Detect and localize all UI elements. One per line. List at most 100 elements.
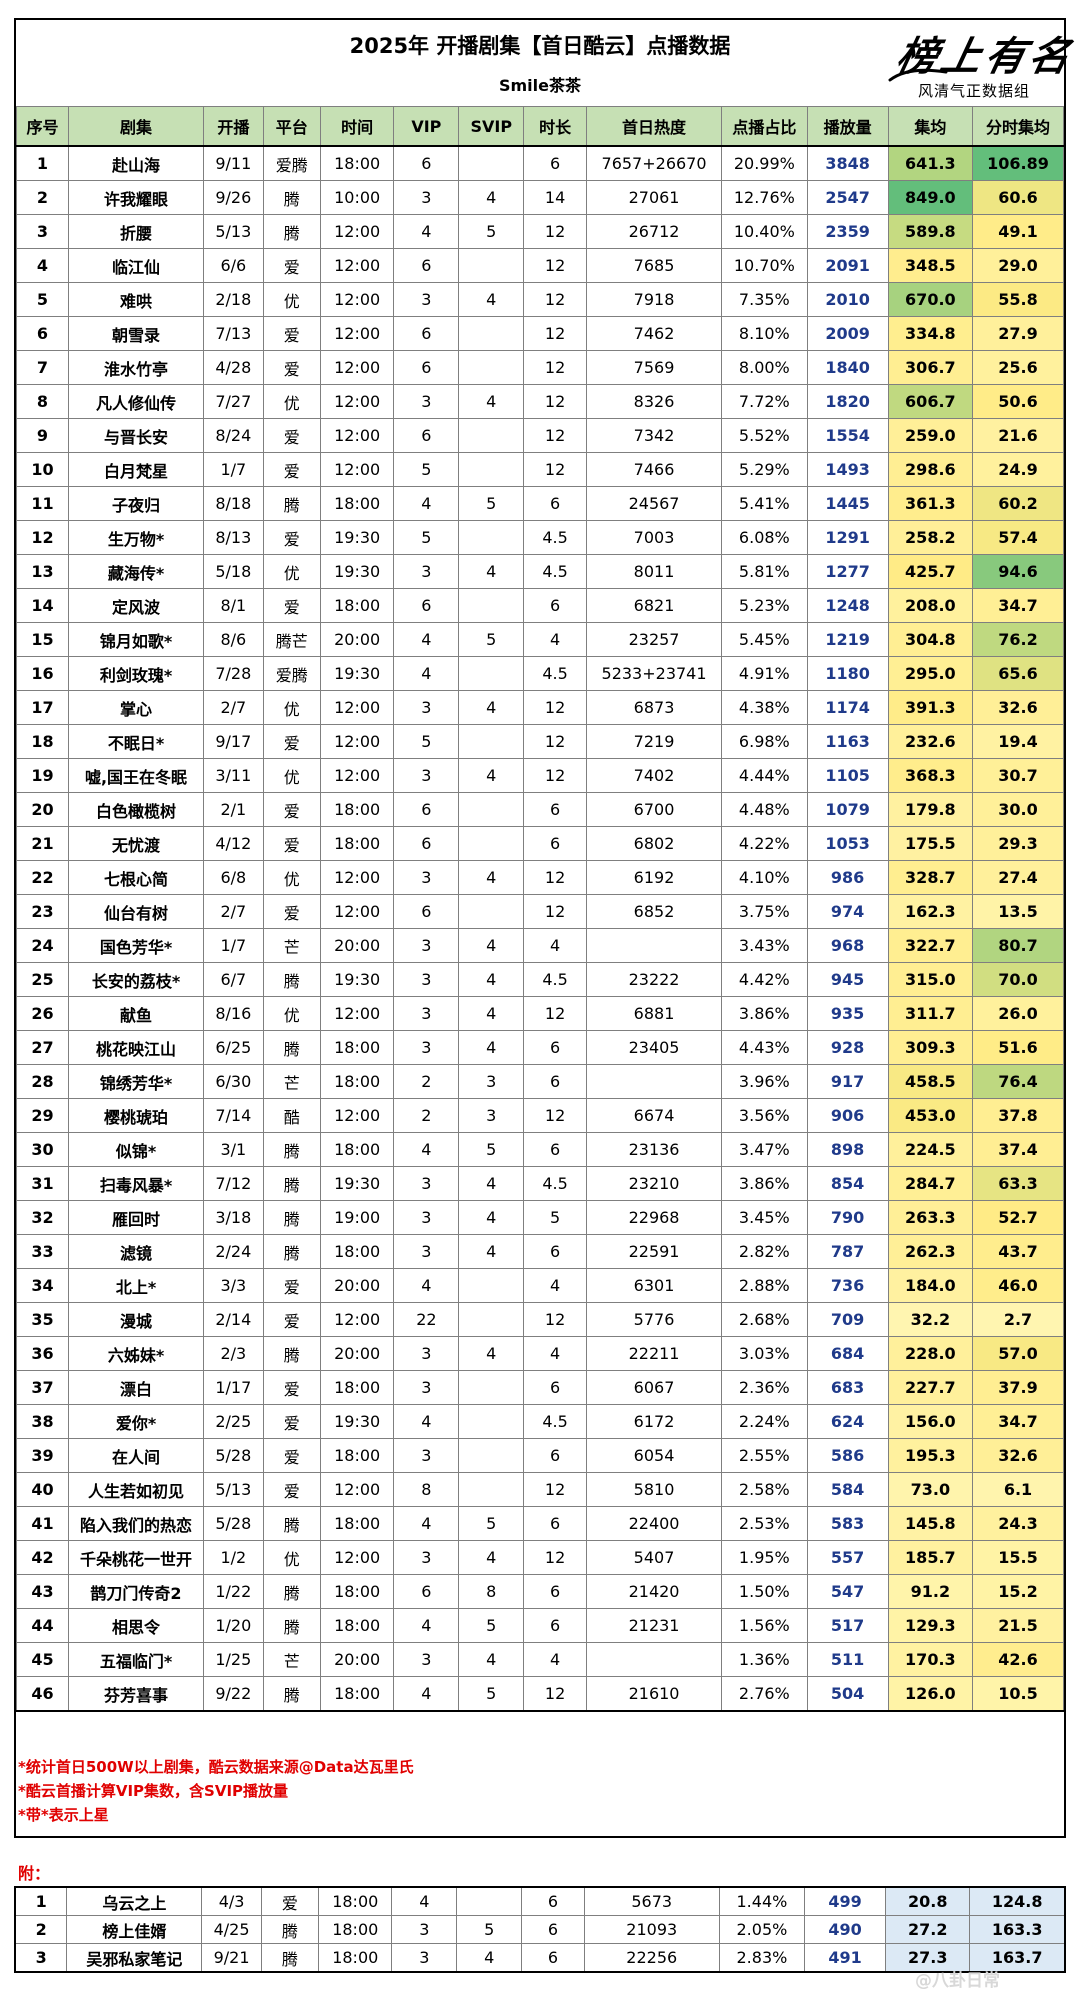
cell-idx: 43 — [16, 1574, 69, 1609]
cell-seg: 51.6 — [972, 1030, 1064, 1065]
cell-platform: 腾 — [262, 962, 321, 997]
table-row: 6 朝雪录 7/13 爱 12:00 6 12 7462 8.10% 2009 334.8 27.9 — [16, 316, 1064, 351]
cell-avg: 295.0 — [887, 656, 974, 691]
table-row: 46 芬芳喜事 9/22 腾 18:00 4 5 12 21610 2.76% 504 126.0 10… — [16, 1676, 1064, 1712]
cell-name: 千朵桃花一世开 — [67, 1540, 205, 1575]
cell-time: 18:00 — [319, 588, 395, 623]
cell-svip — [458, 1268, 525, 1303]
cell-name: 临江仙 — [67, 248, 205, 283]
cell-vip: 3 — [393, 1030, 460, 1065]
cell-vip: 4 — [393, 656, 460, 691]
cell-seg: 76.2 — [972, 622, 1064, 657]
cell-svip — [458, 792, 525, 827]
column-header-avg: 集均 — [887, 106, 974, 147]
cell-name: 许我耀眼 — [67, 180, 205, 215]
cell-time: 20:00 — [319, 1642, 395, 1677]
cell-plays: 945 — [806, 962, 889, 997]
cell-platform: 爱 — [262, 350, 321, 385]
cell-idx: 32 — [16, 1200, 69, 1235]
cell-plays: 854 — [806, 1166, 889, 1201]
cell-seg: 27.9 — [972, 316, 1064, 351]
cell-time: 18:00 — [318, 1915, 393, 1944]
cell-share: 4.44% — [721, 758, 808, 793]
cell-avg: 91.2 — [887, 1574, 974, 1609]
cell-time: 12:00 — [319, 350, 395, 385]
cell-heat: 22211 — [585, 1336, 723, 1371]
cell-platform: 优 — [262, 1540, 321, 1575]
cell-platform: 优 — [262, 860, 321, 895]
cell-duration: 6 — [523, 792, 587, 827]
cell-idx: 45 — [16, 1642, 69, 1677]
cell-heat: 27061 — [585, 180, 723, 215]
cell-vip: 3 — [393, 1370, 460, 1405]
cell-plays: 547 — [806, 1574, 889, 1609]
cell-vip: 4 — [393, 622, 460, 657]
cell-idx: 5 — [16, 282, 69, 317]
cell-share: 2.53% — [721, 1506, 808, 1541]
cell-heat: 6674 — [585, 1098, 723, 1133]
table-row: 43 鹊刀门传奇2 1/22 腾 18:00 6 8 6 21420 1.50% 547 91.2 15… — [16, 1574, 1064, 1609]
cell-svip — [458, 145, 525, 181]
cell-start: 2/24 — [203, 1234, 264, 1269]
cell-avg: 348.5 — [887, 248, 974, 283]
cell-avg: 162.3 — [887, 894, 974, 929]
cell-platform: 腾 — [260, 1943, 320, 1973]
table-row: 3 吴邪私家笔记 9/21 腾 18:00 3 4 6 22256 2.83% 491 27.3 163… — [14, 1943, 1066, 1973]
cell-time: 12:00 — [319, 724, 395, 759]
cell-platform: 腾 — [262, 214, 321, 249]
cell-vip: 3 — [393, 928, 460, 963]
cell-name: 嘘,国王在冬眠 — [67, 758, 205, 793]
cell-idx: 8 — [16, 384, 69, 419]
cell-start: 3/11 — [203, 758, 264, 793]
cell-duration: 4.5 — [523, 1166, 587, 1201]
cell-start: 7/12 — [203, 1166, 264, 1201]
cell-name: 雁回时 — [67, 1200, 205, 1235]
table-row: 5 难哄 2/18 优 12:00 3 4 12 7918 7.35% 2010 670.0 55.8 — [16, 282, 1064, 317]
cell-name: 榜上佳婿 — [66, 1915, 203, 1944]
cell-start: 2/3 — [203, 1336, 264, 1371]
cell-time: 20:00 — [319, 1268, 395, 1303]
cell-time: 12:00 — [319, 214, 395, 249]
cell-avg: 458.5 — [887, 1064, 974, 1099]
cell-avg: 259.0 — [887, 418, 974, 453]
cell-svip: 4 — [458, 1030, 525, 1065]
cell-time: 18:00 — [318, 1943, 393, 1973]
cell-svip — [458, 826, 525, 861]
cell-idx: 10 — [16, 452, 69, 487]
cell-start: 3/18 — [203, 1200, 264, 1235]
cell-time: 18:00 — [319, 486, 395, 521]
cell-seg: 10.5 — [972, 1676, 1064, 1712]
cell-plays: 906 — [806, 1098, 889, 1133]
cell-idx: 14 — [16, 588, 69, 623]
cell-start: 9/21 — [201, 1943, 262, 1973]
column-header-idx: 序号 — [16, 106, 69, 147]
cell-svip: 5 — [458, 214, 525, 249]
cell-vip: 5 — [393, 452, 460, 487]
table-row: 27 桃花映江山 6/25 腾 18:00 3 4 6 23405 4.43% 928 309.3 51… — [16, 1030, 1064, 1065]
cell-time: 18:00 — [319, 1030, 395, 1065]
brush-swoosh-icon — [888, 68, 948, 82]
table-row: 1 乌云之上 4/3 爱 18:00 4 6 5673 1.44% 499 20.8 124.8 — [14, 1886, 1066, 1916]
cell-idx: 27 — [16, 1030, 69, 1065]
cell-vip: 6 — [393, 894, 460, 929]
cell-platform: 爱 — [262, 1438, 321, 1473]
cell-start: 1/17 — [203, 1370, 264, 1405]
cell-heat: 22968 — [585, 1200, 723, 1235]
cell-duration: 4 — [523, 622, 587, 657]
cell-seg: 29.3 — [972, 826, 1064, 861]
cell-time: 19:30 — [319, 962, 395, 997]
cell-duration: 12 — [523, 1540, 587, 1575]
cell-start: 1/22 — [203, 1574, 264, 1609]
cell-seg: 60.6 — [972, 180, 1064, 215]
column-header-duration: 时长 — [523, 106, 587, 147]
cell-duration: 4 — [523, 1336, 587, 1371]
cell-seg: 29.0 — [972, 248, 1064, 283]
cell-heat: 6301 — [585, 1268, 723, 1303]
appendix-body: 1 乌云之上 4/3 爱 18:00 4 6 5673 1.44% 499 20.8 124.8 2 榜上… — [14, 1886, 1066, 1973]
cell-heat: 23257 — [585, 622, 723, 657]
cell-vip: 5 — [393, 520, 460, 555]
cell-vip: 3 — [393, 860, 460, 895]
cell-svip: 8 — [458, 1574, 525, 1609]
cell-duration: 12 — [523, 996, 587, 1031]
table-row: 41 陷入我们的热恋 5/28 腾 18:00 4 5 6 22400 2.53% 583 145.8… — [16, 1506, 1064, 1541]
